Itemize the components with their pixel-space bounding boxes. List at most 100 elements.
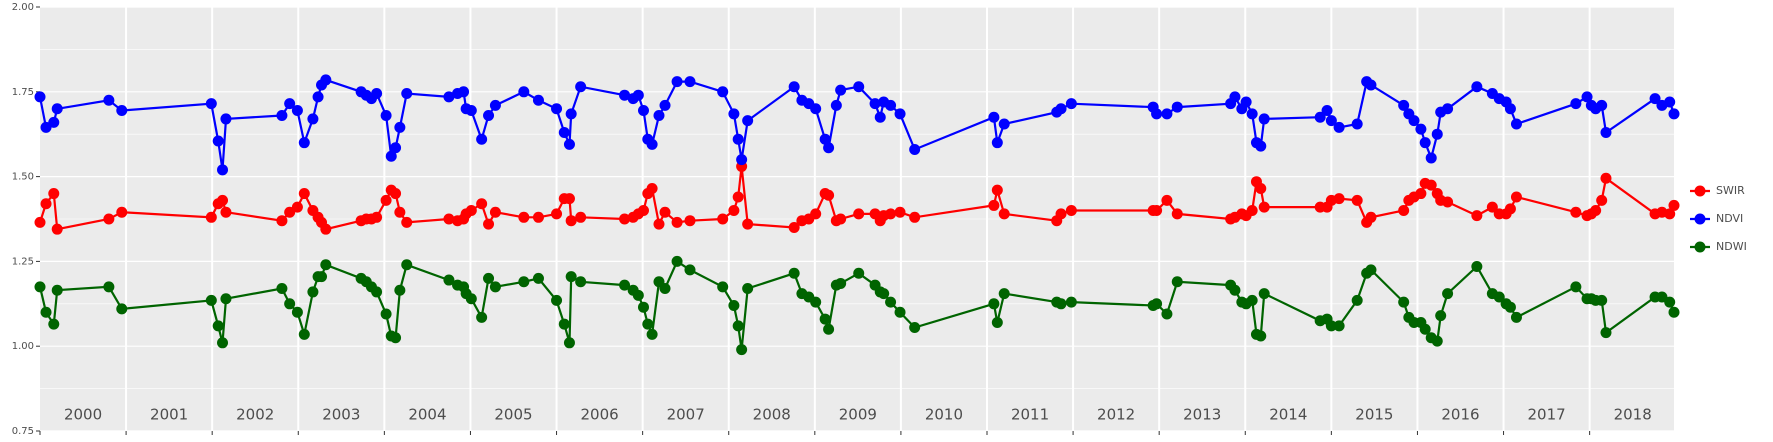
point (1325, 320, 1337, 332)
point (988, 298, 1000, 310)
point (1664, 296, 1676, 308)
point (1415, 123, 1427, 135)
point (1600, 327, 1612, 339)
point (51, 223, 63, 235)
point (307, 286, 319, 298)
x-tick-label: 2013 (1183, 406, 1221, 424)
point (1398, 296, 1410, 308)
point (443, 213, 455, 225)
point (276, 110, 288, 122)
point (116, 104, 128, 116)
point (1351, 294, 1363, 306)
point (991, 316, 1003, 328)
x-tick-label: 2009 (839, 406, 877, 424)
point (205, 98, 217, 110)
point (217, 164, 229, 176)
point (659, 283, 671, 295)
legend-label: NDWI (1716, 240, 1747, 253)
x-tick-label: 2003 (322, 406, 360, 424)
point (51, 103, 63, 115)
point (998, 208, 1010, 220)
x-tick-label: 2014 (1269, 406, 1307, 424)
point (728, 108, 740, 120)
point (1493, 291, 1505, 303)
point (835, 213, 847, 225)
x-tick-label: 2002 (236, 406, 274, 424)
legend-label: NDVI (1716, 212, 1743, 225)
point (732, 133, 744, 145)
point (909, 211, 921, 223)
point (212, 135, 224, 147)
point (1255, 330, 1267, 342)
point (443, 274, 455, 286)
point (575, 211, 587, 223)
point (103, 213, 115, 225)
point (518, 86, 530, 98)
point (40, 198, 52, 210)
point (320, 74, 332, 86)
point (103, 94, 115, 106)
point (1668, 108, 1680, 120)
point (1255, 182, 1267, 194)
point (48, 188, 60, 200)
point (1325, 115, 1337, 127)
point (1055, 103, 1067, 115)
point (1570, 206, 1582, 218)
point (40, 121, 52, 133)
point (220, 293, 232, 305)
point (394, 206, 406, 218)
point (276, 215, 288, 227)
point (1258, 288, 1270, 300)
point (217, 194, 229, 206)
point (1596, 194, 1608, 206)
point (1471, 81, 1483, 93)
point (1419, 137, 1431, 149)
point (476, 311, 488, 323)
point (205, 294, 217, 306)
x-tick-label: 2000 (64, 406, 102, 424)
x-tick-label: 2015 (1355, 406, 1393, 424)
point (988, 111, 1000, 123)
point (637, 301, 649, 313)
point (1486, 201, 1498, 213)
point (205, 211, 217, 223)
point (1351, 194, 1363, 206)
point (653, 110, 665, 122)
point (316, 271, 328, 283)
point (909, 322, 921, 334)
point (1668, 199, 1680, 211)
point (1668, 306, 1680, 318)
point (394, 284, 406, 296)
point (1314, 111, 1326, 123)
point (551, 208, 563, 220)
point (1161, 194, 1173, 206)
point (48, 116, 60, 128)
point (642, 318, 654, 330)
point (320, 223, 332, 235)
point (380, 110, 392, 122)
point (380, 194, 392, 206)
point (659, 206, 671, 218)
point (637, 205, 649, 217)
y-tick-label: 1.00 (12, 341, 34, 352)
point (291, 104, 303, 116)
point (810, 103, 822, 115)
point (380, 308, 392, 320)
point (1365, 79, 1377, 91)
point (1442, 103, 1454, 115)
point (565, 271, 577, 283)
point (728, 299, 740, 311)
point (1431, 128, 1443, 140)
point (1442, 196, 1454, 208)
point (551, 103, 563, 115)
point (291, 201, 303, 213)
point (1246, 294, 1258, 306)
point (619, 279, 631, 291)
point (34, 281, 46, 293)
point (390, 332, 402, 344)
point (1590, 205, 1602, 217)
point (1246, 205, 1258, 217)
point (558, 127, 570, 139)
y-tick-label: 2.00 (12, 2, 34, 13)
x-tick-label: 2006 (580, 406, 618, 424)
